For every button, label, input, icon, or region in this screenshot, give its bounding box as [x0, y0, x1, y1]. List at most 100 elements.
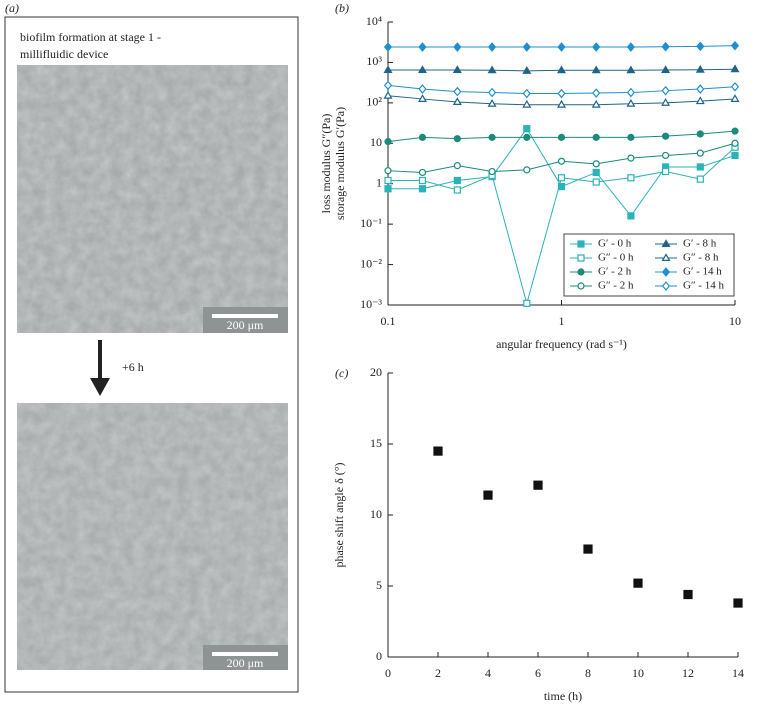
y-tick-label: 10³	[366, 54, 382, 68]
data-point	[591, 99, 601, 108]
data-point	[731, 139, 739, 147]
data-point	[487, 98, 497, 107]
data-point	[557, 65, 566, 74]
data-point	[383, 90, 393, 99]
y-tick-label: 0	[376, 649, 382, 663]
data-point	[453, 86, 462, 97]
data-point	[592, 133, 600, 141]
x-tick-label: 2	[435, 666, 441, 680]
data-point	[592, 178, 600, 186]
panel-label: (c)	[335, 366, 348, 380]
legend-label: G″ - 2 h	[598, 280, 634, 292]
data-point	[695, 96, 705, 105]
data-point	[418, 84, 427, 94]
data-point	[731, 127, 739, 135]
data-point	[626, 87, 635, 98]
legend-label: G″ - 0 h	[598, 252, 634, 264]
legend-marker	[577, 254, 585, 262]
data-point	[383, 80, 393, 91]
x-tick-label: 0.1	[381, 314, 396, 328]
legend-marker	[577, 240, 585, 248]
legend-marker	[577, 282, 585, 290]
arrow-head	[90, 378, 110, 396]
data-point	[695, 64, 705, 73]
y-tick-label: 20	[370, 365, 382, 379]
data-point	[591, 65, 601, 74]
legend-label: G′ - 2 h	[598, 266, 632, 278]
data-point	[384, 167, 392, 175]
legend-label: G″ - 8 h	[683, 252, 719, 264]
x-tick-label: 4	[485, 666, 491, 680]
data-point	[487, 87, 497, 98]
series-line	[388, 127, 736, 217]
data-point	[592, 88, 601, 98]
data-point	[627, 133, 635, 141]
data-point	[696, 41, 705, 52]
data-point	[661, 167, 670, 176]
y-tick-label: 10	[370, 135, 382, 149]
x-tick-label: 12	[682, 666, 694, 680]
y-axis-label: phase shift angle δ (°)	[332, 462, 346, 567]
data-point	[730, 81, 740, 92]
data-point	[533, 480, 543, 490]
data-point	[592, 42, 601, 52]
legend-marker	[661, 239, 671, 247]
y-tick-label: 10⁴	[366, 14, 382, 28]
data-point	[557, 88, 566, 99]
y-tick-label: 15	[370, 436, 382, 450]
scale-label: 200 μm	[227, 318, 264, 332]
x-axis-label: time (h)	[544, 689, 582, 703]
legend-marker	[577, 268, 585, 276]
caption: biofilm formation at stage 1 -	[20, 30, 161, 44]
data-point	[487, 65, 497, 74]
data-point	[696, 130, 704, 138]
data-point	[522, 88, 531, 99]
x-tick-label: 6	[535, 666, 541, 680]
legend-label: G′ - 8 h	[683, 238, 717, 250]
data-point	[522, 99, 532, 108]
data-point	[418, 133, 427, 141]
legend-label: G′ - 14 h	[683, 266, 722, 278]
legend-label: G′ - 0 h	[598, 238, 632, 250]
data-point	[418, 42, 427, 52]
data-point	[661, 65, 671, 73]
data-point	[417, 94, 427, 102]
data-point	[696, 163, 704, 171]
data-point	[453, 162, 461, 170]
data-point	[488, 133, 496, 141]
data-point	[730, 40, 740, 51]
micrograph-texture	[17, 65, 288, 333]
data-point	[627, 174, 635, 182]
y-tick-label: 5	[376, 578, 382, 592]
data-point	[523, 299, 531, 307]
data-point	[557, 133, 566, 141]
data-point	[592, 168, 600, 177]
scale-label: 200 μm	[227, 656, 264, 670]
data-point	[557, 182, 566, 191]
data-point	[626, 98, 636, 107]
y-tick-label: 10	[370, 507, 382, 521]
y-tick-label: 1	[376, 175, 382, 189]
data-point	[483, 490, 493, 500]
data-point	[384, 176, 392, 185]
data-point	[661, 98, 671, 106]
data-point	[418, 185, 427, 193]
data-point	[683, 589, 693, 600]
data-point	[626, 65, 636, 74]
panel-label: (b)	[335, 1, 349, 15]
data-point	[626, 42, 635, 52]
data-point	[627, 154, 635, 162]
y-tick-label: 10⁻²	[360, 256, 382, 270]
data-point	[522, 66, 532, 74]
data-point	[383, 42, 393, 52]
data-point	[731, 151, 739, 160]
x-tick-label: 10	[632, 666, 644, 680]
y-tick-label: 10⁻³	[360, 297, 382, 311]
data-point	[433, 446, 443, 456]
data-point	[452, 65, 462, 73]
data-point	[523, 133, 531, 141]
data-point	[696, 149, 704, 157]
data-point	[557, 99, 566, 108]
panel-label: (a)	[5, 1, 19, 15]
